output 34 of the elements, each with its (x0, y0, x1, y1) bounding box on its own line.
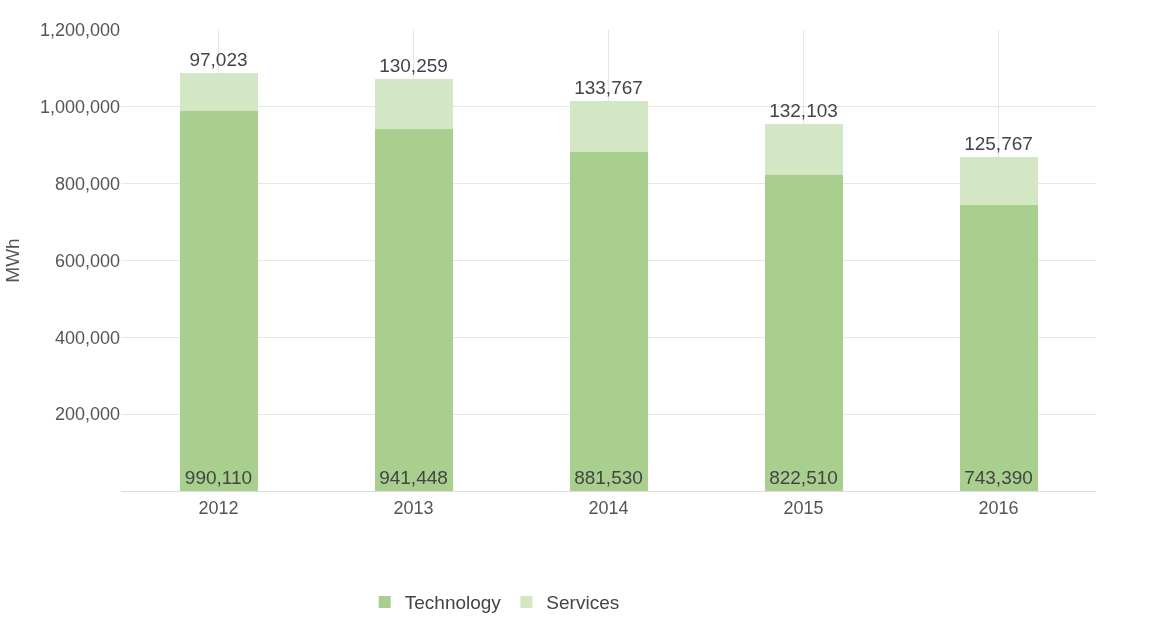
y-tick-label: 400,000 (54, 327, 120, 348)
y-tick-label: 1,000,000 (39, 97, 120, 118)
bar (374, 129, 453, 491)
bar (374, 79, 453, 130)
y-tick-label: 1,200,000 (39, 20, 120, 41)
y-tick-label: 200,000 (54, 404, 120, 425)
bar (569, 100, 648, 153)
data-label: 881,530 (574, 467, 643, 488)
data-label: 133,767 (574, 76, 643, 98)
bar (764, 124, 843, 176)
data-label: 125,767 (964, 133, 1033, 155)
legend-label: Services (546, 592, 620, 614)
y-axis-title: MWh (1, 238, 23, 283)
y-tick-label: 800,000 (54, 173, 120, 194)
x-tick-label: 2016 (978, 497, 1019, 518)
legend-label: Technology (404, 592, 502, 614)
bar (764, 175, 843, 491)
bar (959, 157, 1038, 206)
x-tick-label: 2012 (198, 497, 239, 518)
bar (569, 152, 648, 491)
x-tick-label: 2015 (783, 497, 824, 518)
bar (179, 73, 258, 111)
y-tick-label: 600,000 (54, 250, 120, 271)
x-tick-label: 2013 (393, 497, 434, 518)
data-label: 990,110 (184, 467, 253, 488)
x-tick-label: 2014 (588, 497, 629, 518)
data-label: 97,023 (189, 49, 248, 71)
bar (179, 110, 258, 491)
data-label: 822,510 (769, 467, 838, 488)
data-label: 132,103 (769, 100, 838, 122)
data-label: 743,390 (964, 467, 1033, 488)
data-label: 130,259 (379, 55, 448, 77)
data-label: 941,448 (379, 467, 448, 488)
bar (959, 205, 1038, 491)
